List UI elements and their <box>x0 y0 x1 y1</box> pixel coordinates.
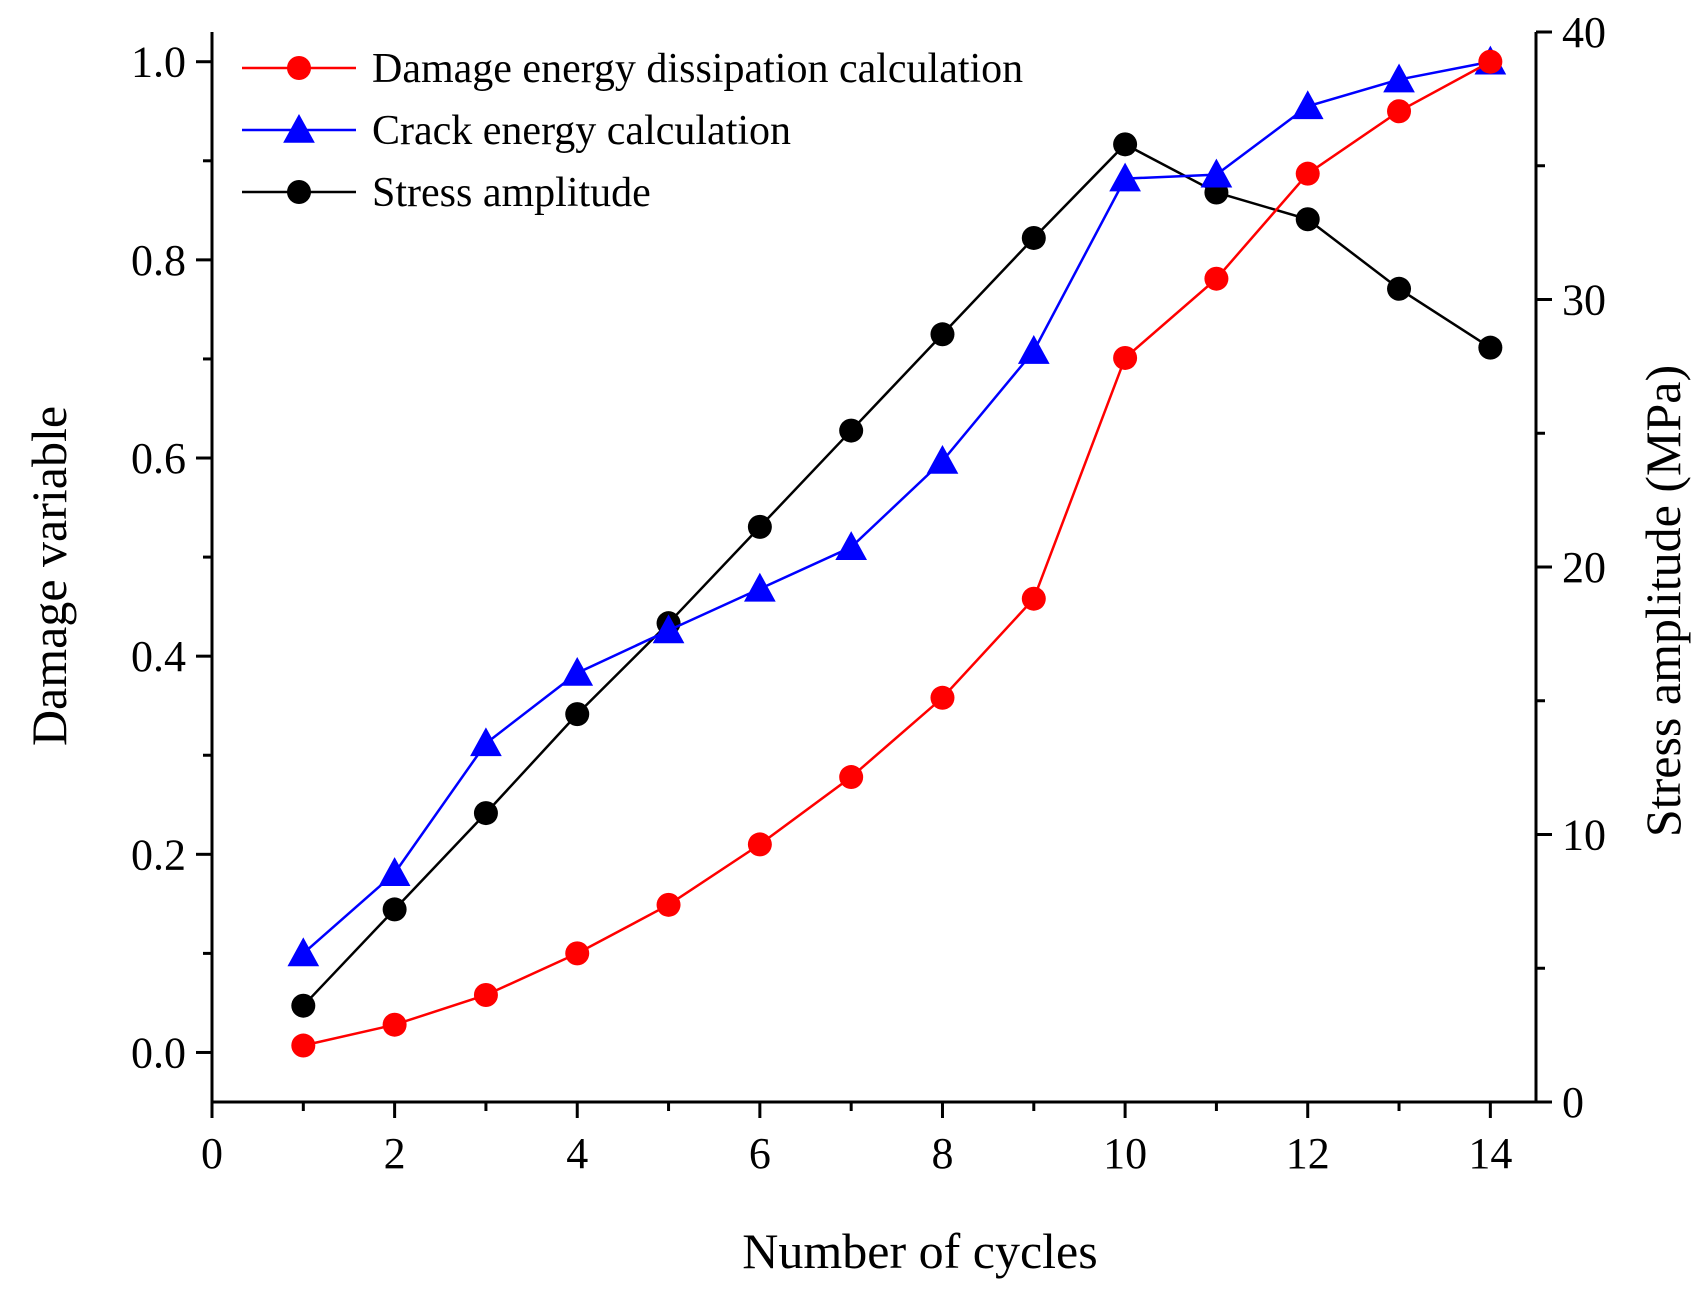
data-point <box>930 685 955 710</box>
data-point <box>291 993 316 1018</box>
legend: Damage energy dissipation calculation Cra… <box>242 46 1023 216</box>
data-point <box>1200 158 1233 188</box>
series-stress-amplitude <box>291 132 1503 1018</box>
data-point <box>1478 49 1503 74</box>
data-point <box>378 857 411 886</box>
data-point <box>1295 161 1320 186</box>
data-point <box>1387 99 1412 124</box>
y-axis-title: Damage variable <box>21 406 77 746</box>
data-point <box>1113 345 1138 370</box>
y-tick-label: 0.6 <box>131 434 186 483</box>
data-point <box>747 832 772 857</box>
data-point <box>561 656 594 686</box>
series-crack-energy <box>287 45 1507 967</box>
x-tick-label: 8 <box>931 1129 953 1178</box>
x-axis: 0 2 4 6 8 10 12 14 <box>201 1102 1512 1178</box>
data-point <box>470 727 502 757</box>
legend-marker <box>287 56 311 80</box>
data-point <box>839 418 864 443</box>
legend-item: Crack energy calculation <box>242 108 791 154</box>
data-point <box>747 514 772 539</box>
data-point <box>839 765 864 790</box>
data-point <box>1021 586 1046 611</box>
data-point <box>1109 162 1141 192</box>
data-point <box>1478 335 1503 360</box>
data-point <box>1383 63 1415 93</box>
data-point <box>382 1012 407 1037</box>
data-point <box>835 531 868 560</box>
series-layer <box>287 45 1507 1058</box>
data-point <box>926 444 959 474</box>
y-tick-label: 0.4 <box>131 632 186 681</box>
y2-tick-label: 30 <box>1562 276 1606 325</box>
series-damage-energy <box>291 49 1503 1058</box>
data-point <box>473 983 498 1007</box>
y2-tick-label: 0 <box>1562 1078 1584 1127</box>
data-point <box>656 892 681 917</box>
series-line <box>303 60 1491 1047</box>
x-tick-label: 4 <box>566 1129 588 1178</box>
series-line <box>302 60 1491 955</box>
legend-label: Crack energy calculation <box>372 108 791 154</box>
legend-item: Damage energy dissipation calculation <box>242 46 1023 92</box>
y2-tick-label: 20 <box>1562 543 1606 592</box>
legend-label: Damage energy dissipation calculation <box>372 46 1023 92</box>
y-tick-label: 0.2 <box>131 830 186 879</box>
x-tick-label: 2 <box>384 1129 406 1178</box>
legend-marker <box>283 113 315 143</box>
legend-label: Stress amplitude <box>372 170 651 216</box>
x-tick-label: 10 <box>1103 1129 1147 1178</box>
y2-tick-label: 40 <box>1562 8 1606 57</box>
data-point <box>382 897 407 922</box>
data-point <box>930 322 955 347</box>
series-line <box>302 142 1492 1007</box>
x-axis-title: Number of cycles <box>742 1223 1097 1279</box>
x-tick-label: 14 <box>1468 1129 1512 1178</box>
y-tick-label: 0.0 <box>131 1028 186 1077</box>
y-axis-left: 0.0 0.2 0.4 0.6 0.8 1.0 <box>131 38 212 1077</box>
data-point <box>1387 276 1412 301</box>
data-point <box>473 801 498 826</box>
data-point <box>1295 207 1320 232</box>
data-point <box>1017 334 1050 364</box>
x-tick-label: 0 <box>201 1129 223 1178</box>
data-point <box>287 937 320 967</box>
data-point <box>565 702 590 727</box>
y2-axis-title: Stress amplitude (MPa) <box>1635 365 1691 837</box>
x-tick-label: 12 <box>1286 1129 1330 1178</box>
legend-marker <box>287 180 311 204</box>
y-tick-label: 1.0 <box>131 38 186 87</box>
data-point <box>565 941 590 966</box>
x-tick-label: 6 <box>749 1129 771 1178</box>
y2-tick-label: 10 <box>1562 811 1606 860</box>
data-point <box>744 572 776 602</box>
data-point <box>652 614 685 644</box>
data-point <box>1021 225 1046 250</box>
data-point <box>1113 132 1138 157</box>
y-axis-right: 0 10 20 30 40 <box>1536 8 1606 1127</box>
data-point <box>291 1033 316 1058</box>
data-point <box>1204 266 1229 291</box>
y-tick-label: 0.8 <box>131 236 186 285</box>
data-point <box>1291 90 1324 120</box>
legend-item: Stress amplitude <box>242 170 651 216</box>
